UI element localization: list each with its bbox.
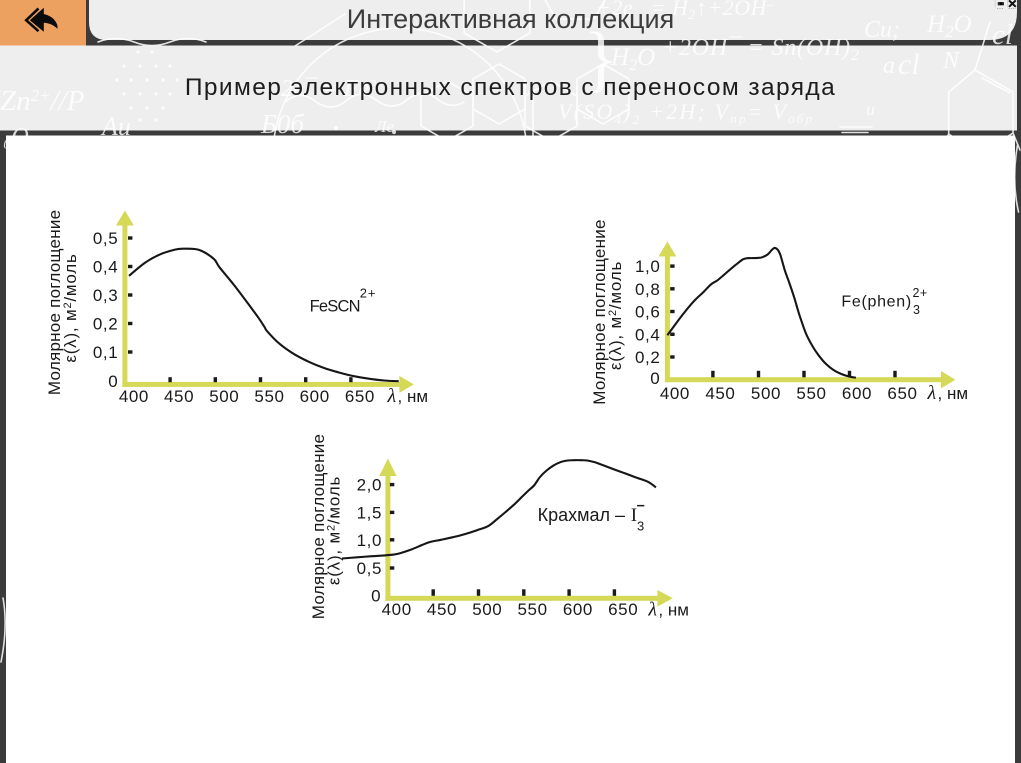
svg-text:0,4: 0,4 bbox=[635, 325, 660, 344]
svg-text:0: 0 bbox=[650, 369, 660, 388]
svg-text:2,0: 2,0 bbox=[357, 476, 382, 495]
svg-text:Fe(phen): Fe(phen) bbox=[841, 293, 912, 310]
svg-text:600: 600 bbox=[300, 387, 330, 406]
svg-text:, нм: , нм bbox=[658, 601, 689, 620]
svg-text:λ: λ bbox=[647, 599, 657, 621]
svg-text:400: 400 bbox=[382, 600, 412, 619]
svg-text:400: 400 bbox=[660, 384, 690, 403]
svg-text:FeSCN: FeSCN bbox=[310, 298, 360, 316]
svg-text:0: 0 bbox=[371, 587, 381, 606]
svg-text:500: 500 bbox=[209, 387, 239, 406]
svg-text:Пример электронных спектров с: Пример электронных спектров с переносом … bbox=[185, 74, 836, 101]
svg-text:400: 400 bbox=[119, 387, 149, 406]
svg-text:550: 550 bbox=[254, 387, 284, 406]
svg-text:ε(λ), м2/моль: ε(λ), м2/моль bbox=[325, 476, 344, 585]
svg-text:3: 3 bbox=[913, 303, 920, 317]
svg-text:600: 600 bbox=[842, 384, 872, 403]
svg-text:Крахмал –: Крахмал – bbox=[538, 505, 625, 525]
svg-text:Молярное поглощение: Молярное поглощение bbox=[45, 210, 64, 395]
svg-text:0: 0 bbox=[108, 372, 118, 391]
svg-text:650: 650 bbox=[345, 387, 375, 406]
svg-text:600: 600 bbox=[563, 600, 593, 619]
svg-text:Интерактивная коллекция: Интерактивная коллекция bbox=[347, 4, 674, 34]
svg-text:ε(λ), м2/моль: ε(λ), м2/моль bbox=[606, 261, 625, 370]
svg-text:0,8: 0,8 bbox=[635, 280, 660, 299]
svg-text:λ: λ bbox=[387, 385, 397, 407]
svg-text:450: 450 bbox=[427, 600, 457, 619]
svg-text:450: 450 bbox=[164, 387, 194, 406]
svg-text:0,4: 0,4 bbox=[93, 258, 118, 277]
svg-text:0,5: 0,5 bbox=[357, 559, 382, 578]
svg-text:1,0: 1,0 bbox=[357, 531, 382, 550]
svg-text:650: 650 bbox=[887, 384, 917, 403]
svg-text:0,5: 0,5 bbox=[93, 229, 118, 248]
svg-text:650: 650 bbox=[608, 600, 638, 619]
svg-text:λ: λ bbox=[927, 382, 937, 404]
svg-text:1,0: 1,0 bbox=[635, 257, 660, 276]
svg-text:0,6: 0,6 bbox=[635, 303, 660, 322]
svg-text:ε(λ), м2/моль: ε(λ), м2/моль bbox=[61, 253, 80, 362]
svg-text:Молярное поглощение: Молярное поглощение bbox=[309, 434, 328, 619]
svg-text:, нм: , нм bbox=[938, 384, 969, 403]
svg-text:0,2: 0,2 bbox=[635, 348, 660, 367]
svg-text:500: 500 bbox=[472, 600, 502, 619]
svg-text:550: 550 bbox=[518, 600, 548, 619]
svg-text:450: 450 bbox=[705, 384, 735, 403]
svg-text:2+: 2+ bbox=[913, 286, 928, 300]
svg-text:550: 550 bbox=[796, 384, 826, 403]
svg-text:500: 500 bbox=[751, 384, 781, 403]
svg-text:3: 3 bbox=[637, 518, 644, 533]
svg-text:0,1: 0,1 bbox=[93, 343, 118, 362]
svg-text:, нм: , нм bbox=[398, 387, 429, 406]
svg-text:0,3: 0,3 bbox=[93, 286, 118, 305]
svg-text:0,2: 0,2 bbox=[93, 315, 118, 334]
svg-text:2+: 2+ bbox=[360, 285, 376, 300]
svg-text:Молярное поглощение: Молярное поглощение bbox=[590, 219, 609, 404]
svg-text:1,5: 1,5 bbox=[357, 503, 382, 522]
svg-text:I: I bbox=[631, 505, 637, 526]
